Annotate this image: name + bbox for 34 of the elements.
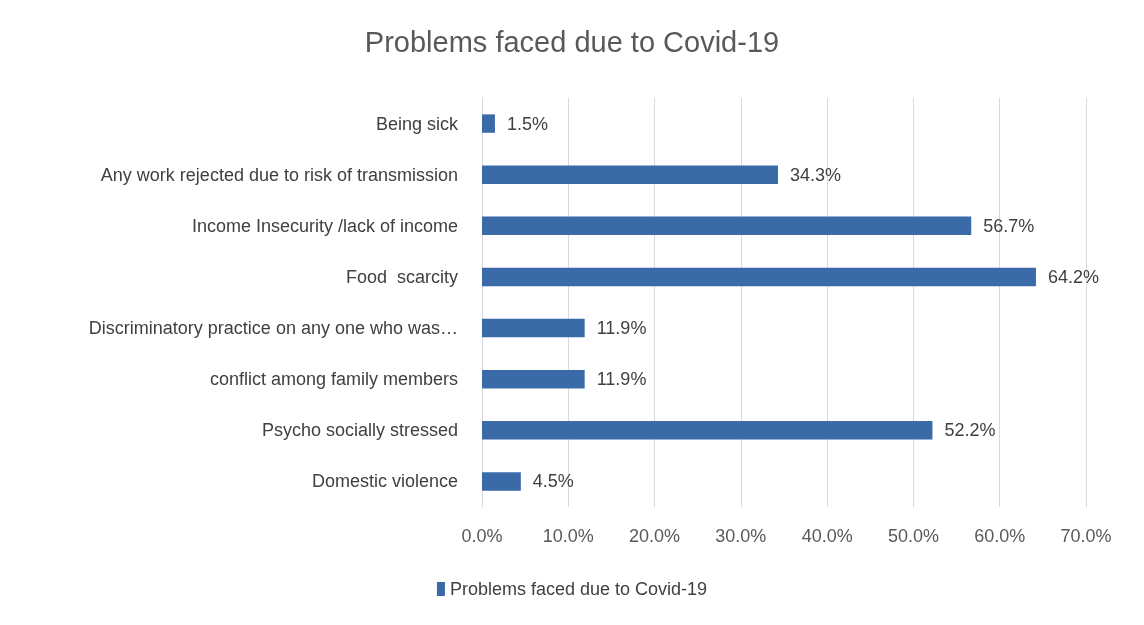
legend-label: Problems faced due to Covid-19 [449,579,708,599]
y-tick-label: Being sick [375,113,459,134]
y-tick-label: Psycho socially stressed [261,420,458,441]
bar [482,114,495,133]
x-tick-label: 0.0% [461,526,503,546]
x-tick-label: 50.0% [887,526,939,546]
y-tick-label: Any work rejected due to risk of transmission [100,164,458,185]
data-label: 11.9% [596,318,647,339]
data-label: 11.9% [596,369,647,390]
x-tick-label: 70.0% [1060,526,1112,546]
bar [482,318,585,338]
data-label: 56.7% [983,215,1035,236]
x-tick-label: 60.0% [974,526,1026,546]
x-tick-label: 30.0% [715,526,767,546]
data-label: 52.2% [944,420,996,441]
x-tick-label: 20.0% [629,526,681,546]
y-tick-label: Domestic violence [311,471,458,492]
y-tick-label: Food scarcity [345,266,458,287]
data-label: 4.5% [532,471,574,492]
bar [482,216,972,236]
data-label: 34.3% [789,164,842,185]
y-tick-label: conflict among family members [209,369,458,390]
chart-title: Problems faced due to Covid-19 [364,25,780,58]
data-label: 64.2% [1047,266,1099,287]
x-tick-label: 10.0% [542,526,594,546]
x-tick-label: 40.0% [801,526,853,546]
data-label: 1.5% [506,113,548,134]
bar [482,369,585,389]
y-tick-label: Discriminatory practice on any one who was… [88,318,458,339]
bar [482,421,933,440]
bar [482,267,1036,287]
y-tick-label: Income Insecurity /lack of income [191,215,458,236]
bar [482,472,521,491]
bar [482,165,778,184]
